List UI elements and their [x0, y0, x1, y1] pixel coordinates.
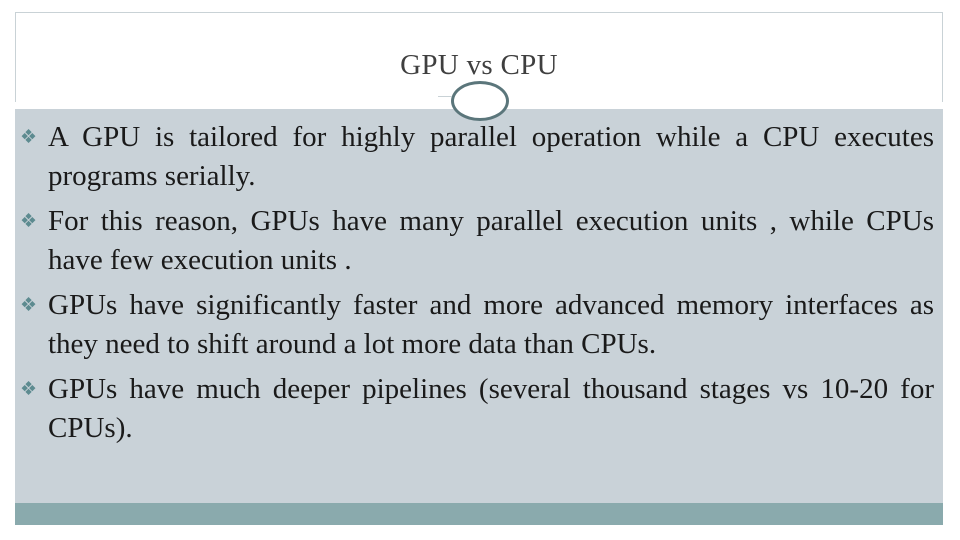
- diamond-bullet-icon: ❖: [20, 379, 38, 400]
- bullet-text: A GPU is tailored for highly parallel op…: [48, 121, 934, 192]
- diamond-bullet-icon: ❖: [20, 127, 38, 148]
- bullet-text: For this reason, GPUs have many parallel…: [48, 205, 934, 276]
- diamond-bullet-icon: ❖: [20, 295, 38, 316]
- bullet-item: ❖ A GPU is tailored for highly parallel …: [20, 118, 934, 196]
- slide-title: GPU vs CPU: [400, 49, 558, 81]
- bullet-list: ❖ A GPU is tailored for highly parallel …: [20, 118, 934, 448]
- bullet-text: GPUs have much deeper pipelines (several…: [48, 373, 934, 444]
- diamond-bullet-icon: ❖: [20, 211, 38, 232]
- bullet-item: ❖ GPUs have significantly faster and mor…: [20, 286, 934, 364]
- bullet-item: ❖ For this reason, GPUs have many parall…: [20, 202, 934, 280]
- circle-ornament-icon: [438, 81, 509, 121]
- bullet-text: GPUs have significantly faster and more …: [48, 289, 934, 360]
- footer-bar: [15, 503, 943, 525]
- bullet-item: ❖ GPUs have much deeper pipelines (sever…: [20, 370, 934, 448]
